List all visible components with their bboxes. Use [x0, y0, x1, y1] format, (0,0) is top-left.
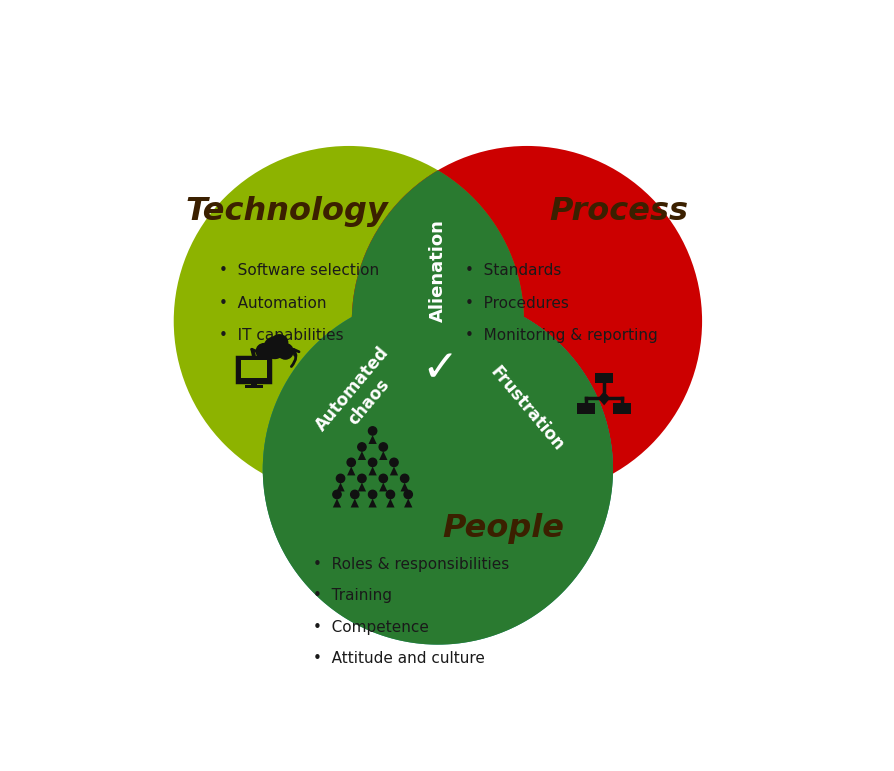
Text: •  Competence: • Competence: [313, 620, 428, 635]
Circle shape: [399, 329, 476, 406]
Circle shape: [350, 490, 358, 499]
Circle shape: [368, 427, 376, 435]
Text: Technology: Technology: [185, 196, 387, 227]
FancyBboxPatch shape: [595, 372, 612, 383]
Polygon shape: [368, 466, 376, 476]
PathPatch shape: [173, 146, 523, 497]
Polygon shape: [386, 499, 394, 507]
Circle shape: [368, 458, 376, 466]
Text: ✓: ✓: [420, 347, 458, 390]
Polygon shape: [358, 483, 366, 491]
Polygon shape: [350, 499, 358, 507]
Circle shape: [351, 146, 701, 497]
Circle shape: [173, 146, 523, 497]
Circle shape: [264, 337, 285, 359]
Text: •  Procedures: • Procedures: [464, 296, 568, 311]
Circle shape: [277, 344, 292, 359]
Polygon shape: [379, 483, 387, 491]
Text: •  Automation: • Automation: [219, 296, 326, 311]
Circle shape: [256, 344, 272, 359]
Text: •  Standards: • Standards: [464, 263, 561, 278]
Circle shape: [358, 474, 366, 483]
FancyBboxPatch shape: [240, 360, 266, 378]
Text: •  Training: • Training: [313, 588, 392, 604]
Polygon shape: [597, 391, 610, 406]
Text: Automated
chaos: Automated chaos: [312, 343, 409, 447]
Circle shape: [379, 474, 387, 483]
Circle shape: [271, 335, 287, 352]
Text: •  Monitoring & reporting: • Monitoring & reporting: [464, 328, 656, 343]
Polygon shape: [368, 499, 376, 507]
Circle shape: [333, 490, 341, 499]
Text: •  Roles & responsibilities: • Roles & responsibilities: [313, 557, 509, 572]
Text: •  IT capabilities: • IT capabilities: [219, 328, 343, 343]
Circle shape: [368, 490, 376, 499]
Polygon shape: [336, 483, 344, 491]
Circle shape: [390, 458, 398, 466]
FancyBboxPatch shape: [250, 380, 257, 386]
PathPatch shape: [173, 146, 523, 497]
Polygon shape: [333, 499, 341, 507]
Circle shape: [336, 474, 344, 483]
FancyBboxPatch shape: [612, 403, 630, 414]
Circle shape: [400, 474, 409, 483]
Text: •  Software selection: • Software selection: [219, 263, 379, 278]
Polygon shape: [403, 499, 412, 507]
Text: Alienation: Alienation: [428, 219, 446, 322]
FancyBboxPatch shape: [245, 385, 263, 388]
Polygon shape: [379, 451, 387, 460]
Polygon shape: [368, 435, 376, 444]
Circle shape: [386, 490, 394, 499]
Circle shape: [263, 295, 612, 645]
FancyBboxPatch shape: [577, 403, 595, 414]
Polygon shape: [358, 451, 366, 460]
PathPatch shape: [351, 146, 701, 497]
Circle shape: [403, 490, 412, 499]
PathPatch shape: [263, 295, 612, 645]
Text: Process: Process: [549, 196, 687, 227]
Circle shape: [347, 458, 355, 466]
Polygon shape: [347, 466, 355, 476]
PathPatch shape: [173, 146, 523, 497]
FancyBboxPatch shape: [237, 357, 270, 382]
Polygon shape: [390, 466, 398, 476]
Text: •  Attitude and culture: • Attitude and culture: [313, 651, 485, 666]
Text: Frustration: Frustration: [486, 362, 567, 454]
Polygon shape: [400, 483, 409, 491]
Text: People: People: [442, 513, 563, 544]
Circle shape: [358, 443, 366, 451]
Circle shape: [379, 443, 387, 451]
